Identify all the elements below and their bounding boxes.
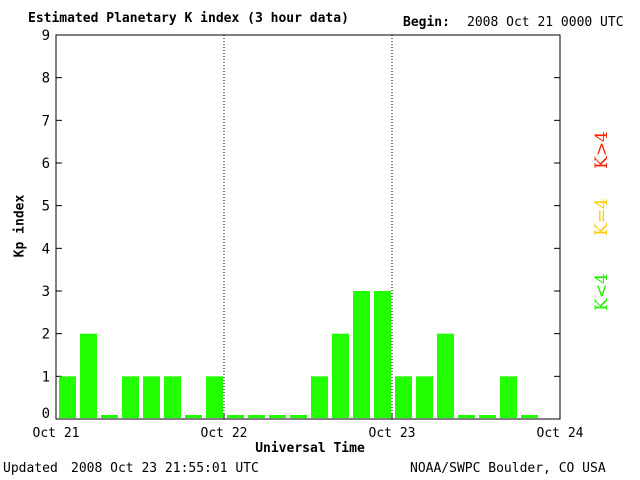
kp-bar <box>122 376 139 418</box>
kp-bar <box>353 291 370 418</box>
credit-text: NOAA/SWPC Boulder, CO USA <box>410 461 606 476</box>
kp-bar <box>479 415 496 418</box>
kp-bar <box>101 415 118 418</box>
begin-label: Begin: <box>403 15 450 30</box>
kp-bar <box>416 376 433 418</box>
y-tick-label: 7 <box>42 113 50 129</box>
plot-frame <box>55 34 561 420</box>
legend-k-greater-4: K>4 <box>592 131 612 169</box>
chart-title: Estimated Planetary K index (3 hour data… <box>28 11 349 26</box>
y-tick-label: 6 <box>42 156 50 172</box>
kp-bar <box>206 376 223 418</box>
kp-bar <box>185 415 202 418</box>
kp-bar <box>164 376 181 418</box>
kp-bar <box>143 376 160 418</box>
kp-bar <box>248 415 265 418</box>
x-tick-label: Oct 21 <box>33 426 80 441</box>
kp-bar <box>437 333 454 418</box>
kp-bar <box>458 415 475 418</box>
kp-bar <box>311 376 328 418</box>
begin-value: 2008 Oct 21 0000 UTC <box>467 15 624 30</box>
kp-bar <box>290 415 307 418</box>
kp-bar <box>227 415 244 418</box>
y-tick-label: 2 <box>42 327 50 343</box>
kp-bar <box>80 333 97 418</box>
updated-value: 2008 Oct 23 21:55:01 UTC <box>71 461 259 476</box>
y-tick-label: 5 <box>42 199 50 215</box>
kp-bar <box>521 415 538 418</box>
kp-bar <box>332 333 349 418</box>
y-axis-label: Kp index <box>12 194 28 258</box>
y-tick-label: 0 <box>42 406 50 422</box>
y-tick-label: 4 <box>42 241 50 257</box>
x-tick-label: Oct 24 <box>537 426 584 441</box>
y-tick-label: 3 <box>42 284 50 300</box>
kp-bar <box>59 376 76 418</box>
x-axis-label: Universal Time <box>255 441 365 456</box>
kp-bar <box>500 376 517 418</box>
kp-bar <box>374 291 391 418</box>
updated-label: Updated <box>3 461 58 476</box>
x-tick-label: Oct 22 <box>201 426 248 441</box>
y-tick-label: 8 <box>42 71 50 87</box>
y-tick-label: 1 <box>42 369 50 385</box>
legend-k-less-4: K<4 <box>592 273 612 311</box>
x-tick-label: Oct 23 <box>369 426 416 441</box>
legend-k-equal-4: K=4 <box>592 198 612 236</box>
kp-bar <box>269 415 286 418</box>
kp-bar <box>395 376 412 418</box>
y-tick-label: 9 <box>42 28 50 44</box>
